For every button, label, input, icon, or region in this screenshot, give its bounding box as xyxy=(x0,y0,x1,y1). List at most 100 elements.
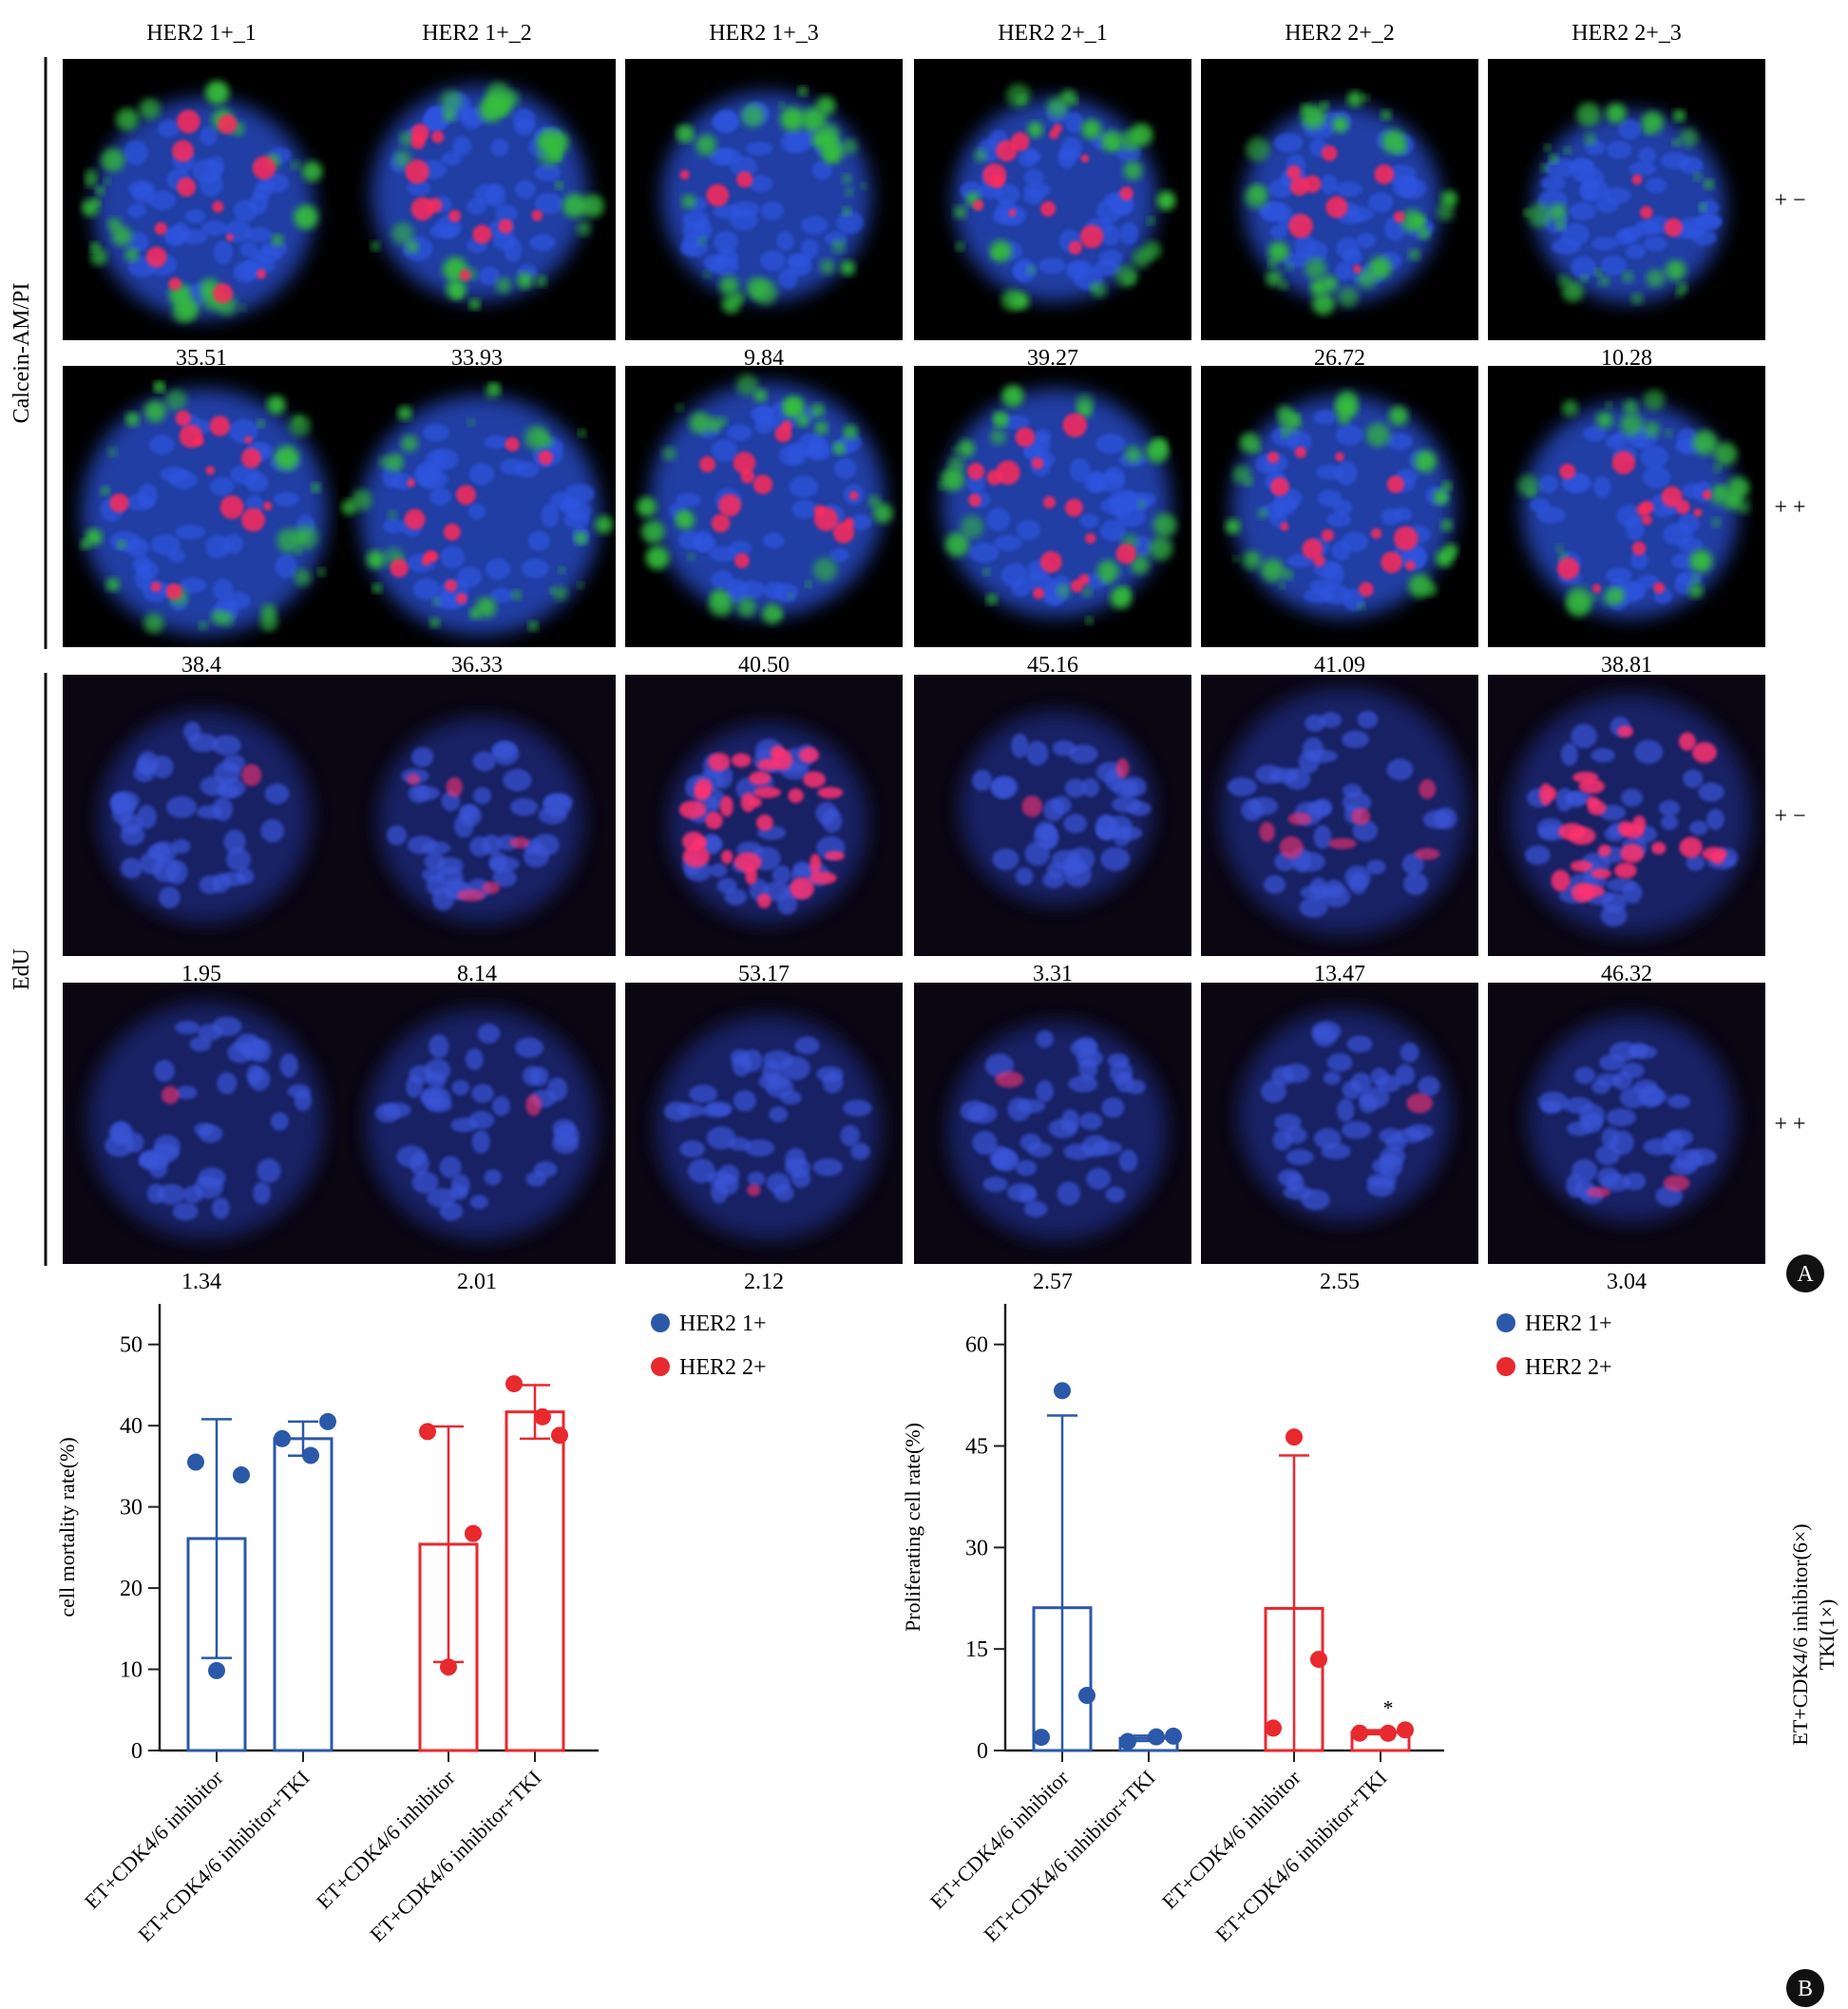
micrograph-tile xyxy=(63,675,340,956)
tile-value: 46.32 xyxy=(1601,962,1652,986)
tile-value: 53.17 xyxy=(738,962,790,986)
tile-value: 38.81 xyxy=(1601,653,1652,678)
proliferation-chart: 0 15 30 45 60 Proliferating cell rate(%) ET+CD… xyxy=(901,1304,1612,1946)
micrograph-tile xyxy=(625,983,903,1264)
y-tick-label: 15 xyxy=(965,1637,988,1662)
tile-value: 41.09 xyxy=(1314,653,1365,678)
micrograph-tile xyxy=(1488,59,1765,340)
y-tick-label: 50 xyxy=(120,1333,143,1358)
data-point xyxy=(1054,1382,1071,1400)
data-point xyxy=(551,1426,568,1445)
tile-value: 35.51 xyxy=(176,346,227,371)
data-point xyxy=(1397,1721,1414,1739)
treatment-code: + − xyxy=(1774,188,1805,213)
micrograph-tile xyxy=(914,675,1191,956)
y-tick-label: 10 xyxy=(120,1658,143,1683)
treatment-code: + + xyxy=(1774,495,1805,520)
micrograph-tile xyxy=(914,983,1191,1264)
data-point xyxy=(465,1524,482,1542)
data-point xyxy=(505,1375,523,1393)
tile-value: 1.95 xyxy=(181,962,221,986)
tile-value: 40.50 xyxy=(738,653,790,678)
panel-a-badge: A xyxy=(1797,1262,1814,1287)
treatment-legend-line-2: TKI(1×) xyxy=(1815,1599,1838,1671)
tile-value: 2.12 xyxy=(744,1270,784,1294)
y-tick-label: 20 xyxy=(120,1577,143,1601)
x-tick-label: ET+CDK4/6 inhibitor+TKI xyxy=(1210,1766,1391,1946)
micrograph-tile xyxy=(1488,366,1765,647)
tile-value: 36.33 xyxy=(451,653,503,678)
tile-value: 26.72 xyxy=(1314,346,1365,371)
data-point xyxy=(1165,1727,1182,1745)
y-tick-label: 45 xyxy=(965,1435,988,1460)
data-point xyxy=(274,1429,291,1447)
tile-value: 10.28 xyxy=(1601,346,1652,371)
assay-label: Calcein-AM/PI xyxy=(10,283,34,424)
y-axis-label: cell mortality rate(%) xyxy=(55,1437,79,1617)
column-header: HER2 1+_3 xyxy=(709,21,819,46)
x-tick-label: ET+CDK4/6 inhibitor+TKI xyxy=(979,1766,1159,1946)
y-tick-label: 0 xyxy=(131,1739,143,1764)
legend-marker xyxy=(1496,1313,1515,1332)
data-point xyxy=(1286,1428,1303,1446)
y-tick-label: 30 xyxy=(965,1536,988,1560)
micrograph-tile xyxy=(338,59,616,340)
tile-value: 45.16 xyxy=(1027,653,1078,678)
micrograph-tile xyxy=(338,675,616,956)
significance-mark: * xyxy=(1383,1695,1394,1719)
tile-value: 2.55 xyxy=(1320,1270,1360,1294)
tile-value: 2.57 xyxy=(1033,1270,1073,1294)
treatment-code: + − xyxy=(1774,804,1805,829)
micrograph-tile xyxy=(338,366,616,647)
y-tick-label: 0 xyxy=(977,1739,988,1764)
tile-value: 39.27 xyxy=(1027,346,1078,371)
micrograph-tile xyxy=(1488,983,1765,1264)
micrograph-tile xyxy=(63,366,340,647)
data-point xyxy=(440,1658,457,1676)
legend-marker xyxy=(651,1357,670,1376)
legend-label: HER2 1+ xyxy=(1525,1311,1612,1336)
x-tick-label: ET+CDK4/6 inhibitor xyxy=(1157,1765,1305,1913)
y-tick-label: 30 xyxy=(120,1496,143,1521)
mortality-chart: 0 10 20 30 40 50 cell mortality rate(%) ET+CDK4… xyxy=(55,1304,767,1946)
data-point xyxy=(1119,1732,1136,1751)
bar xyxy=(273,1437,333,1752)
data-point xyxy=(1380,1724,1397,1742)
column-header: HER2 1+_2 xyxy=(422,21,532,46)
legend-label: HER2 2+ xyxy=(1525,1355,1612,1380)
panel-b-badge: B xyxy=(1798,1977,1813,2001)
x-tick-label: ET+CDK4/6 inhibitor+TKI xyxy=(133,1766,314,1946)
legend-label: HER2 2+ xyxy=(679,1355,767,1380)
data-point xyxy=(1033,1729,1050,1747)
column-header: HER2 2+_1 xyxy=(998,21,1108,46)
data-point xyxy=(1351,1724,1368,1742)
x-tick-label: ET+CDK4/6 inhibitor+TKI xyxy=(365,1766,545,1946)
data-point xyxy=(1148,1728,1165,1746)
micrograph-tile xyxy=(914,366,1191,647)
micrograph-tile xyxy=(1201,675,1478,956)
x-tick-label: ET+CDK4/6 inhibitor xyxy=(925,1765,1074,1913)
panel-a-badge-circle xyxy=(1786,1254,1824,1292)
data-point xyxy=(534,1407,551,1425)
x-tick-label: ET+CDK4/6 inhibitor xyxy=(312,1765,460,1913)
micrograph-tile xyxy=(1201,59,1478,340)
y-tick-label: 40 xyxy=(120,1414,143,1439)
micrograph-tile xyxy=(63,59,340,340)
y-tick-label: 60 xyxy=(965,1333,988,1358)
legend-label: HER2 1+ xyxy=(679,1311,767,1336)
panel-b-badge-circle xyxy=(1786,1969,1824,2007)
legend-marker xyxy=(1496,1357,1515,1376)
micrograph-tile xyxy=(1488,675,1765,956)
data-point xyxy=(419,1423,436,1441)
data-point xyxy=(233,1466,250,1484)
column-header: HER2 2+_2 xyxy=(1285,21,1395,46)
column-header: HER2 2+_3 xyxy=(1572,21,1682,46)
tile-value: 9.84 xyxy=(744,346,784,371)
tile-value: 13.47 xyxy=(1314,962,1365,986)
micrograph-tile xyxy=(625,675,903,956)
assay-label: EdU xyxy=(10,948,34,990)
micrograph-tile xyxy=(63,983,340,1264)
bar xyxy=(505,1410,565,1752)
